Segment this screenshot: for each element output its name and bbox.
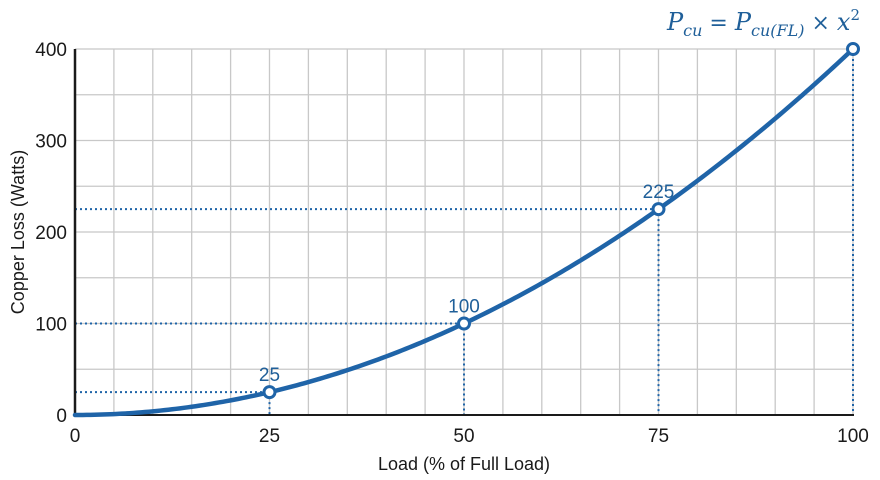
- x-tick-label: 100: [837, 426, 869, 447]
- x-axis-label: Load (% of Full Load): [378, 454, 550, 474]
- y-tick-label: 100: [35, 315, 67, 336]
- data-point-marker: [651, 202, 666, 217]
- marked-points: 25 100 225: [259, 42, 860, 400]
- data-point-label: 225: [643, 182, 675, 203]
- x-tick-labels: 0 25 50 75 100: [70, 426, 869, 447]
- y-axis-label: Copper Loss (Watts): [8, 150, 28, 314]
- y-tick-label: 200: [35, 223, 67, 244]
- x-tick-label: 50: [453, 426, 474, 447]
- y-tick-label: 0: [56, 406, 67, 427]
- data-point-marker: [457, 316, 471, 331]
- formula-annotation: Pcu = Pcu(FL) × x2: [666, 6, 860, 40]
- dotted-guide-lines: [75, 49, 854, 415]
- data-point-marker: [262, 385, 277, 400]
- y-tick-label: 400: [35, 40, 67, 61]
- x-tick-label: 75: [648, 426, 669, 447]
- data-point-marker: [846, 42, 860, 56]
- grid-lines: [75, 48, 854, 415]
- data-point-label: 100: [448, 297, 480, 318]
- y-tick-label: 300: [35, 132, 67, 153]
- x-tick-label: 25: [259, 426, 280, 447]
- x-tick-label: 0: [70, 426, 81, 447]
- data-point-label: 25: [259, 365, 280, 386]
- y-tick-labels: 0 100 200 300 400: [35, 40, 67, 427]
